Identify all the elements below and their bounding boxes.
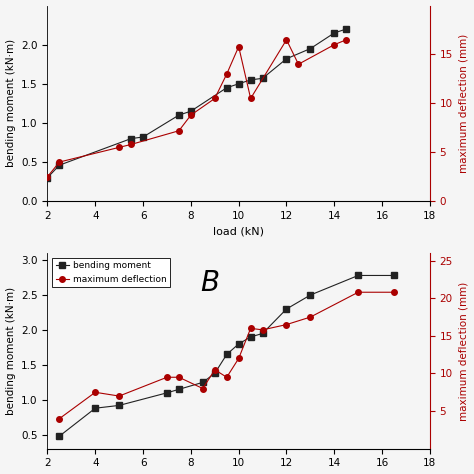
Y-axis label: bending moment (kN·m): bending moment (kN·m) bbox=[6, 287, 16, 415]
bending moment bbox=[283, 306, 289, 312]
X-axis label: load (kN): load (kN) bbox=[213, 227, 264, 237]
maximum deflection bbox=[200, 386, 206, 392]
maximum deflection bbox=[248, 326, 254, 331]
Line: maximum deflection: maximum deflection bbox=[56, 290, 397, 421]
Legend: bending moment, maximum deflection: bending moment, maximum deflection bbox=[52, 258, 170, 287]
Y-axis label: maximum deflection (mm): maximum deflection (mm) bbox=[458, 34, 468, 173]
bending moment bbox=[391, 273, 397, 278]
bending moment bbox=[212, 370, 218, 376]
maximum deflection bbox=[56, 416, 62, 421]
maximum deflection bbox=[236, 356, 242, 361]
Y-axis label: maximum deflection (mm): maximum deflection (mm) bbox=[458, 281, 468, 420]
maximum deflection bbox=[224, 374, 229, 380]
maximum deflection bbox=[260, 327, 265, 333]
bending moment bbox=[236, 341, 242, 347]
bending moment bbox=[200, 380, 206, 385]
Line: bending moment: bending moment bbox=[56, 273, 397, 439]
bending moment bbox=[116, 402, 122, 408]
bending moment bbox=[92, 405, 98, 411]
maximum deflection bbox=[92, 390, 98, 395]
bending moment bbox=[164, 390, 170, 396]
bending moment bbox=[56, 433, 62, 439]
maximum deflection bbox=[391, 290, 397, 295]
maximum deflection bbox=[308, 314, 313, 320]
Y-axis label: bending moment (kN·m): bending moment (kN·m) bbox=[6, 39, 16, 167]
bending moment bbox=[260, 330, 265, 336]
bending moment bbox=[176, 386, 182, 392]
bending moment bbox=[356, 273, 361, 278]
bending moment bbox=[308, 292, 313, 298]
maximum deflection bbox=[164, 374, 170, 380]
bending moment bbox=[224, 352, 229, 357]
maximum deflection bbox=[176, 374, 182, 380]
Text: B: B bbox=[201, 269, 219, 297]
bending moment bbox=[248, 334, 254, 340]
maximum deflection bbox=[116, 393, 122, 399]
maximum deflection bbox=[283, 322, 289, 328]
maximum deflection bbox=[356, 290, 361, 295]
maximum deflection bbox=[212, 367, 218, 373]
